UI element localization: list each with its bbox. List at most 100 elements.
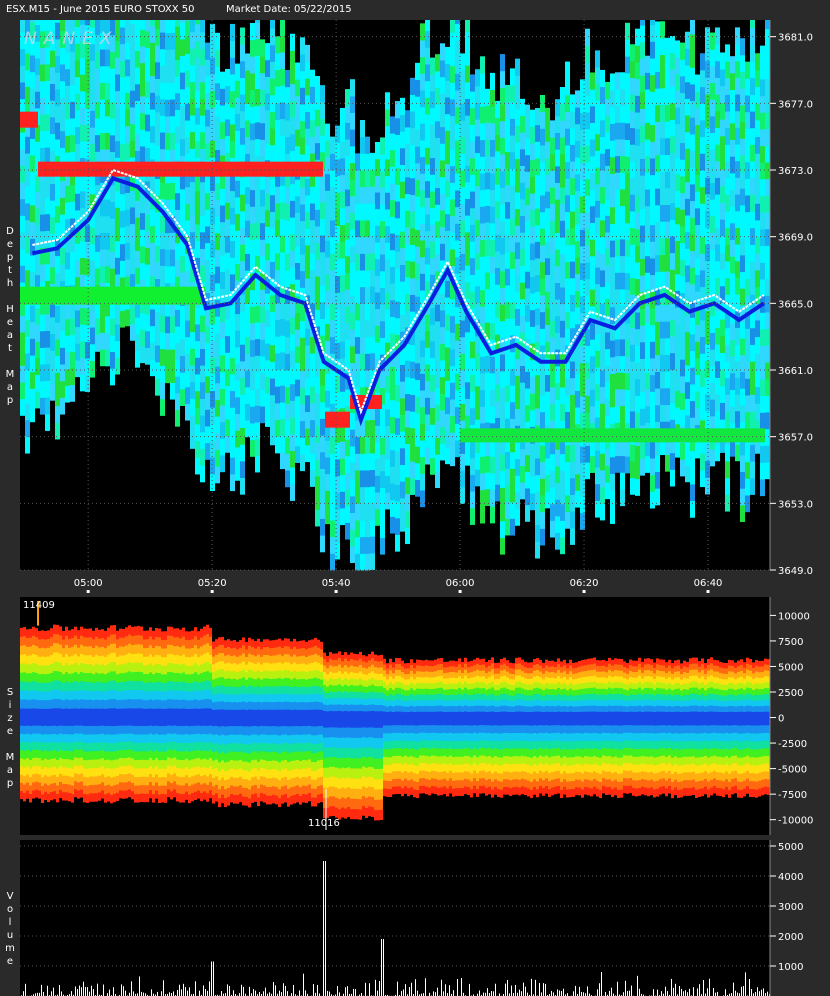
depth-cell	[655, 88, 660, 106]
depth-cell	[555, 199, 560, 217]
depth-cell	[170, 115, 175, 133]
depth-cell	[650, 124, 655, 142]
depth-cell	[500, 337, 505, 355]
depth-cell	[30, 205, 35, 223]
depth-cell	[155, 111, 160, 129]
depth-cell	[80, 107, 85, 125]
depth-cell	[340, 291, 345, 309]
depth-cell	[735, 110, 740, 128]
size-band	[239, 709, 242, 726]
depth-cell	[645, 155, 650, 173]
depth-cell	[155, 378, 160, 396]
depth-cell	[505, 151, 510, 169]
depth-cell	[635, 162, 640, 180]
depth-cell	[305, 44, 310, 63]
depth-cell	[575, 290, 580, 308]
depth-cell	[730, 189, 735, 207]
depth-cell	[450, 432, 455, 450]
depth-cell	[310, 103, 315, 121]
depth-cell	[745, 361, 750, 379]
depth-cell	[485, 205, 490, 223]
depth-cell	[715, 444, 720, 462]
depth-cell	[535, 308, 540, 326]
depth-cell	[630, 394, 635, 412]
depth-cell	[595, 200, 600, 218]
depth-cell	[680, 359, 685, 377]
depth-cell	[375, 208, 380, 226]
depth-cell	[600, 186, 605, 204]
depth-cell	[700, 353, 705, 371]
depth-cell	[245, 70, 250, 88]
depth-cell	[175, 126, 180, 144]
depth-cell	[535, 408, 540, 426]
depth-cell	[720, 319, 725, 337]
depth-cell	[650, 157, 655, 176]
depth-cell	[310, 436, 315, 454]
depth-cell	[760, 178, 765, 197]
depth-cell	[335, 342, 340, 360]
depth-cell	[610, 273, 615, 291]
depth-cell	[365, 403, 370, 421]
depth-cell	[25, 369, 30, 387]
depth-cell	[185, 120, 190, 138]
depth-cell	[340, 107, 345, 126]
depth-cell	[720, 52, 725, 70]
depth-cell	[285, 186, 290, 204]
depth-cell	[435, 420, 440, 439]
depth-cell	[740, 154, 745, 173]
depth-cell	[425, 214, 430, 232]
depth-cell	[395, 134, 400, 152]
depth-cell	[245, 353, 250, 371]
depth-cell	[685, 165, 690, 183]
depth-cell	[415, 279, 420, 297]
depth-cell	[560, 337, 565, 355]
depth-cell	[165, 232, 170, 250]
depth-cell	[240, 427, 245, 445]
depth-cell	[640, 75, 645, 93]
depth-cell	[130, 40, 135, 58]
depth-cell	[285, 120, 290, 138]
depth-cell	[350, 545, 355, 564]
depth-cell	[45, 147, 50, 165]
depth-cell	[385, 108, 390, 127]
depth-cell	[340, 274, 345, 292]
depth-cell	[425, 364, 430, 382]
depth-cell	[745, 444, 750, 463]
depth-cell	[430, 90, 435, 109]
depth-cell	[390, 399, 395, 417]
depth-cell	[205, 142, 210, 160]
depth-cell	[505, 168, 510, 186]
depth-cell	[625, 172, 630, 191]
depth-cell	[500, 304, 505, 322]
depth-cell	[180, 355, 185, 373]
depth-cell	[490, 172, 495, 191]
depth-cell	[490, 339, 495, 357]
depth-cell	[620, 488, 625, 507]
depth-cell	[400, 97, 405, 115]
depth-cell	[320, 401, 325, 419]
depth-cell	[435, 237, 440, 255]
depth-cell	[315, 409, 320, 427]
depth-cell	[685, 81, 690, 99]
depth-cell	[615, 188, 620, 207]
depth-cell	[550, 320, 555, 338]
depth-cell	[435, 337, 440, 355]
depth-cell	[405, 360, 410, 378]
depth-cell	[760, 478, 765, 497]
depth-cell	[445, 163, 450, 181]
depth-cell	[765, 145, 770, 163]
depth-cell	[550, 470, 555, 488]
depth-cell	[180, 205, 185, 223]
depth-cell	[590, 289, 595, 307]
depth-cell	[205, 192, 210, 210]
depth-cell	[610, 290, 615, 308]
depth-cell	[480, 372, 485, 391]
depth-cell	[25, 86, 30, 104]
depth-cell	[485, 405, 490, 423]
depth-cell	[255, 88, 260, 106]
depth-cell	[265, 43, 270, 61]
depth-cell	[220, 355, 225, 373]
depth-cell	[490, 206, 495, 224]
depth-cell	[305, 444, 310, 463]
